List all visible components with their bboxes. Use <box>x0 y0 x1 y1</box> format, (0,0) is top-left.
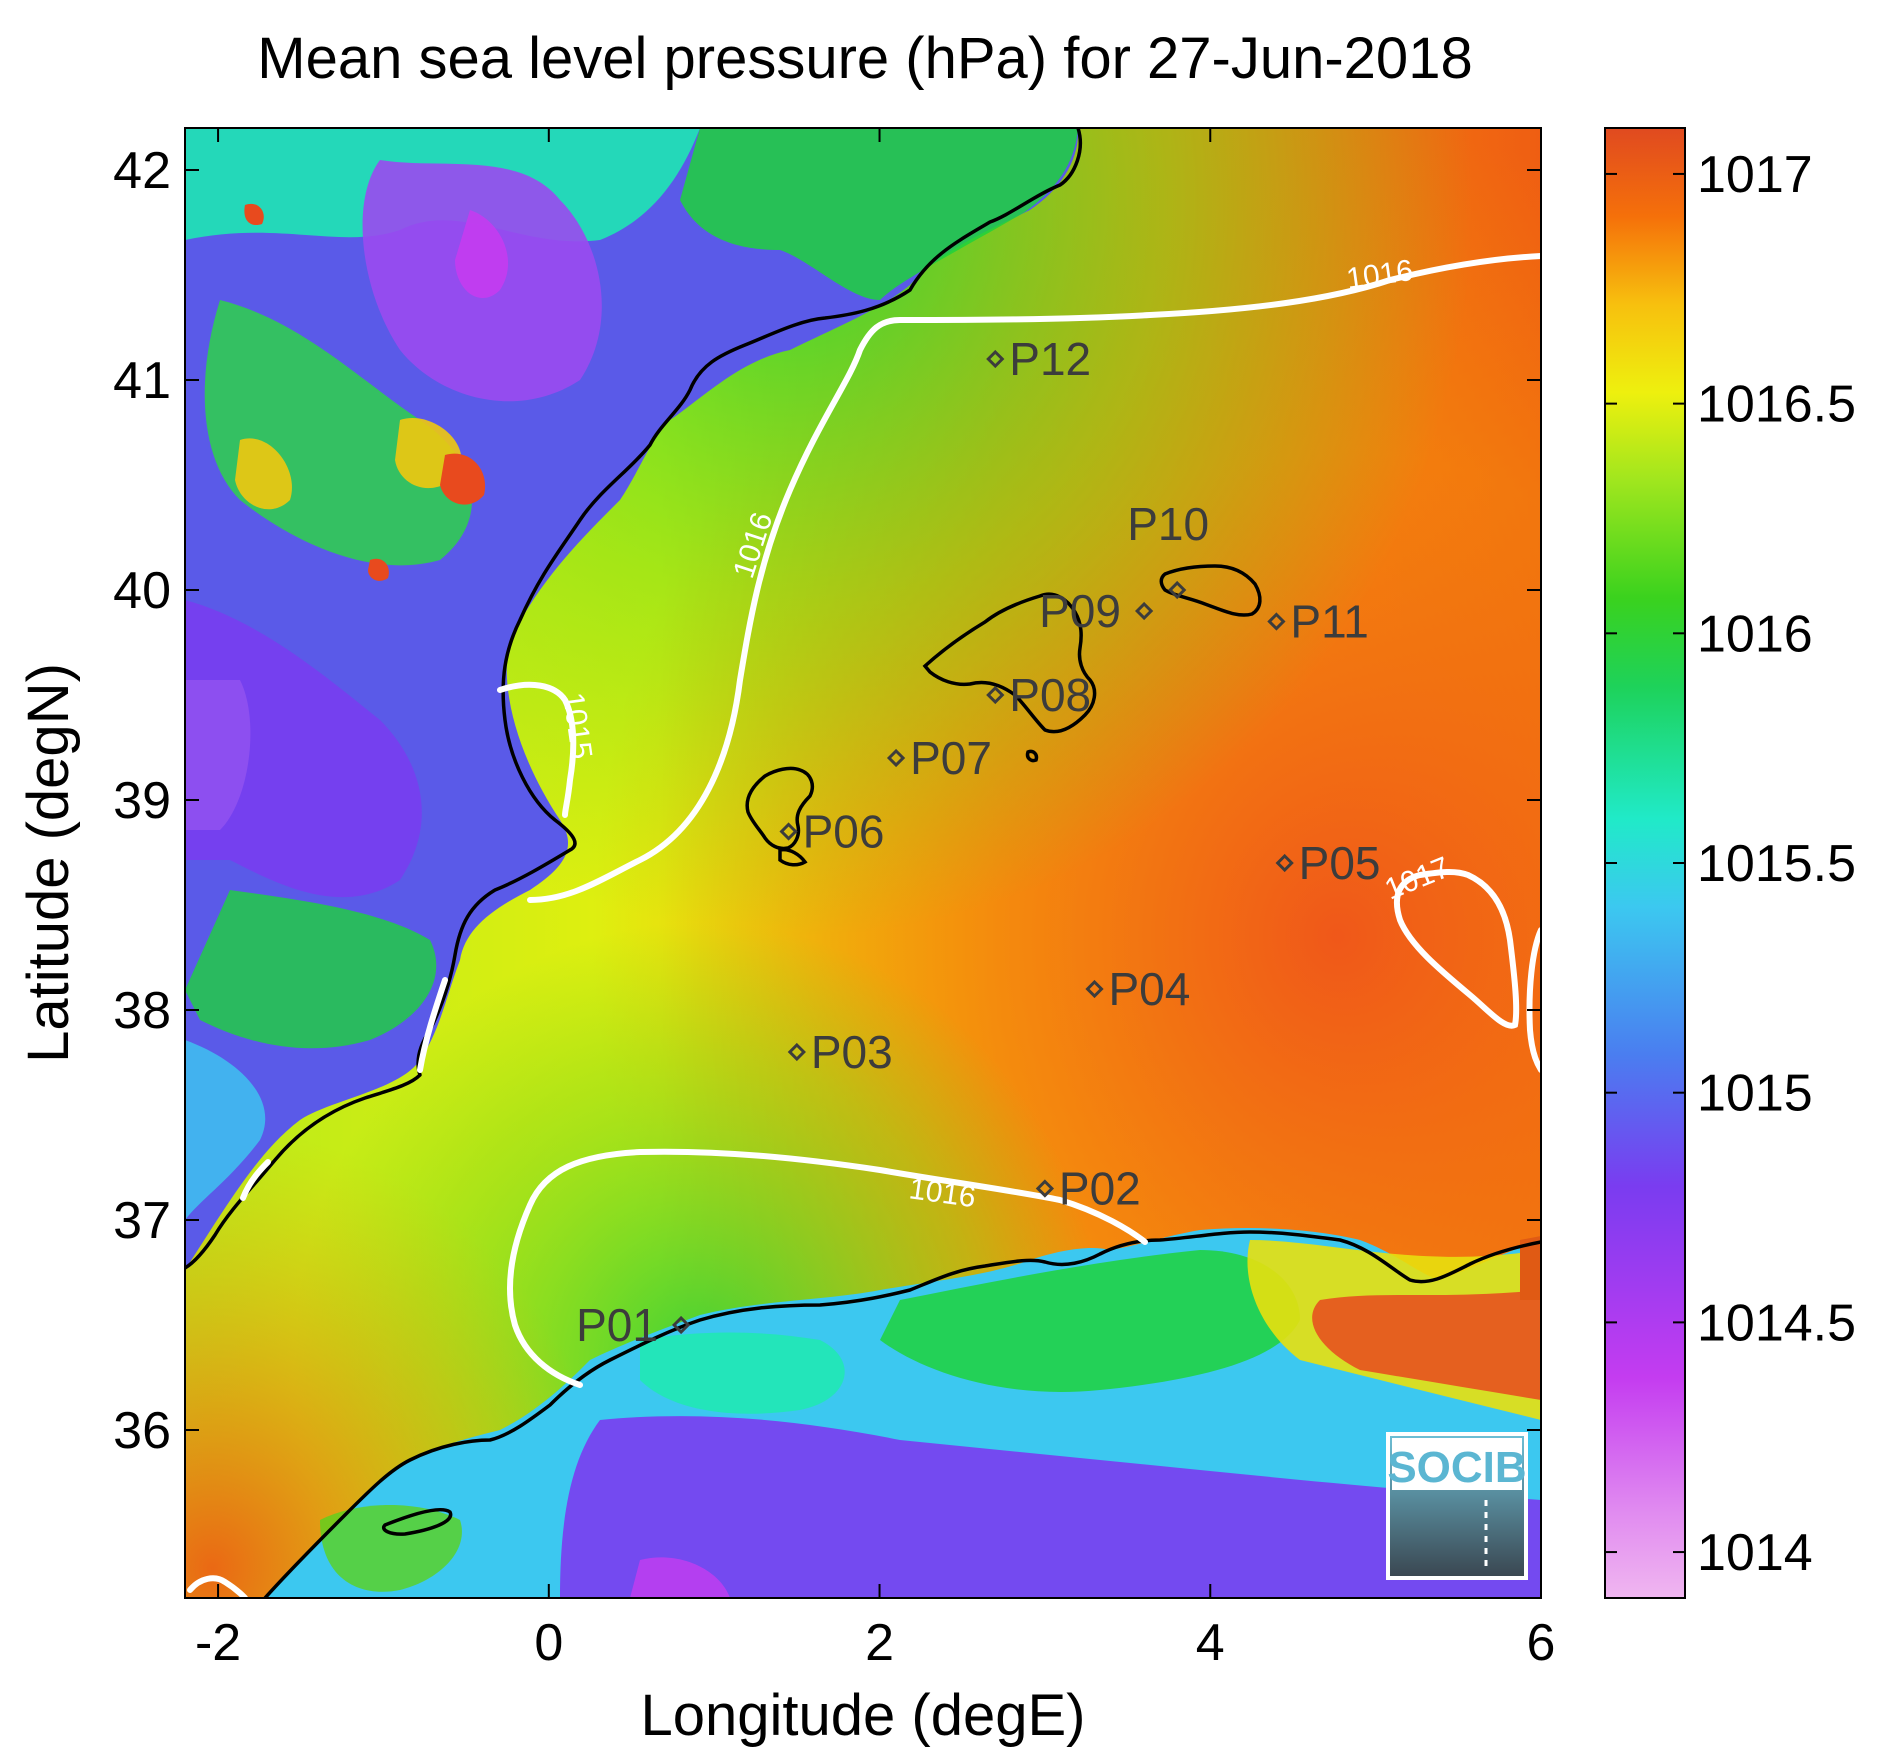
x-axis: -2 0 2 4 6 <box>195 128 1556 1672</box>
alboran-islet <box>382 1507 453 1536</box>
contour-1016-south <box>507 1148 1148 1388</box>
cabrera-island <box>1025 749 1039 763</box>
y-tick-label: 38 <box>113 982 171 1040</box>
figure-title: Mean sea level pressure (hPa) for 27-Jun… <box>257 26 1472 91</box>
station-marker <box>1275 853 1294 873</box>
colorbar-tick-label: 1015 <box>1697 1065 1813 1123</box>
colorbar-gradient <box>1604 127 1686 1599</box>
colorbar: 1014 1014.5 1015 1015.5 1016 1016.5 1017 <box>1604 127 1856 1599</box>
socib-logo: SOCIB <box>1386 1432 1528 1580</box>
station-p02: P02 <box>1035 1163 1141 1215</box>
x-axis-title: Longitude (degE) <box>641 1683 1086 1748</box>
colorbar-tick-label: 1014 <box>1697 1524 1813 1582</box>
x-tick-label: 0 <box>534 1614 563 1672</box>
east-land-edge <box>1520 1236 1541 1300</box>
map-plot-area: 1016 1016 1015 1016 1017 P01P02P03P04P05… <box>185 128 1541 1598</box>
contour-1016-west2 <box>417 977 448 1073</box>
station-marker <box>787 1042 806 1062</box>
colorbar-tick-label: 1015.5 <box>1697 835 1856 893</box>
y-tick-label: 41 <box>113 352 171 410</box>
y-tick-label: 37 <box>113 1192 171 1250</box>
station-p07: P07 <box>886 732 992 784</box>
station-marker <box>671 1315 691 1335</box>
station-label: P05 <box>1299 837 1381 889</box>
station-label: P08 <box>1009 669 1091 721</box>
x-tick-label: 4 <box>1196 1614 1225 1672</box>
iberia-land-texture <box>185 128 1078 1220</box>
station-label: P04 <box>1109 963 1191 1015</box>
contour-1017 <box>1393 869 1520 1029</box>
socib-logo-text: SOCIB <box>1387 1443 1526 1492</box>
x-tick-label: -2 <box>195 1614 241 1672</box>
station-marker <box>986 685 1005 705</box>
station-label: P11 <box>1290 596 1368 648</box>
y-tick-label: 36 <box>113 1402 171 1460</box>
station-marker <box>1168 580 1187 600</box>
station-marker <box>1035 1179 1055 1198</box>
contour-1016-west <box>240 1159 271 1201</box>
station-p11: P11 <box>1267 596 1369 648</box>
station-p04: P04 <box>1085 963 1191 1015</box>
station-p12: P12 <box>986 333 1091 385</box>
station-label: P07 <box>910 732 992 784</box>
colorbar-ticks: 1014 1014.5 1015 1015.5 1016 1016.5 1017 <box>1605 146 1856 1582</box>
y-tick-label: 42 <box>113 142 171 200</box>
menorca-island <box>1159 564 1262 617</box>
contour-1015 <box>497 681 577 818</box>
station-p09: P09 <box>1039 585 1154 637</box>
station-p10: P10 <box>1127 498 1209 600</box>
contour-1015-sw <box>187 1575 248 1598</box>
station-label: P09 <box>1039 585 1121 637</box>
station-marker <box>779 822 798 841</box>
mallorca-island <box>922 592 1097 734</box>
colorbar-tick-label: 1016.5 <box>1697 376 1856 434</box>
y-axis-title: Latitude (degN) <box>16 663 81 1063</box>
station-p01: P01 <box>576 1299 691 1351</box>
iberia-coastline <box>185 128 1083 1270</box>
contour-1016-north <box>527 253 1541 903</box>
north-africa-coastline <box>263 1230 1541 1598</box>
contour-1017-edge <box>1526 927 1541 1073</box>
x-tick-label: 6 <box>1527 1614 1556 1672</box>
north-africa-land-texture <box>320 1240 1541 1598</box>
colorbar-tick-label: 1016 <box>1697 605 1813 663</box>
y-tick-label: 39 <box>113 772 171 830</box>
y-axis: 36 37 38 39 40 41 42 <box>113 142 1541 1460</box>
station-marker <box>1134 601 1154 621</box>
station-label: P02 <box>1059 1163 1141 1215</box>
station-p03: P03 <box>787 1026 893 1078</box>
pressure-contours <box>187 253 1541 1598</box>
y-tick-label: 40 <box>113 562 171 620</box>
station-p06: P06 <box>779 806 885 858</box>
station-label: P06 <box>803 806 885 858</box>
plot-frame <box>184 127 1542 1599</box>
station-p05: P05 <box>1275 837 1381 889</box>
station-marker <box>886 748 906 768</box>
colorbar-tick-label: 1017 <box>1697 146 1813 204</box>
station-label: P01 <box>576 1299 658 1351</box>
station-marker <box>1267 612 1286 631</box>
formentera-island <box>778 847 808 867</box>
station-label: P12 <box>1009 333 1091 385</box>
ibiza-island <box>745 766 814 851</box>
colorbar-tick-label: 1014.5 <box>1697 1294 1856 1352</box>
station-label: P10 <box>1127 498 1209 550</box>
x-tick-label: 2 <box>865 1614 894 1672</box>
station-p08: P08 <box>986 669 1091 721</box>
station-label: P03 <box>811 1026 893 1078</box>
station-marker <box>1085 979 1104 999</box>
station-marker <box>986 349 1005 369</box>
